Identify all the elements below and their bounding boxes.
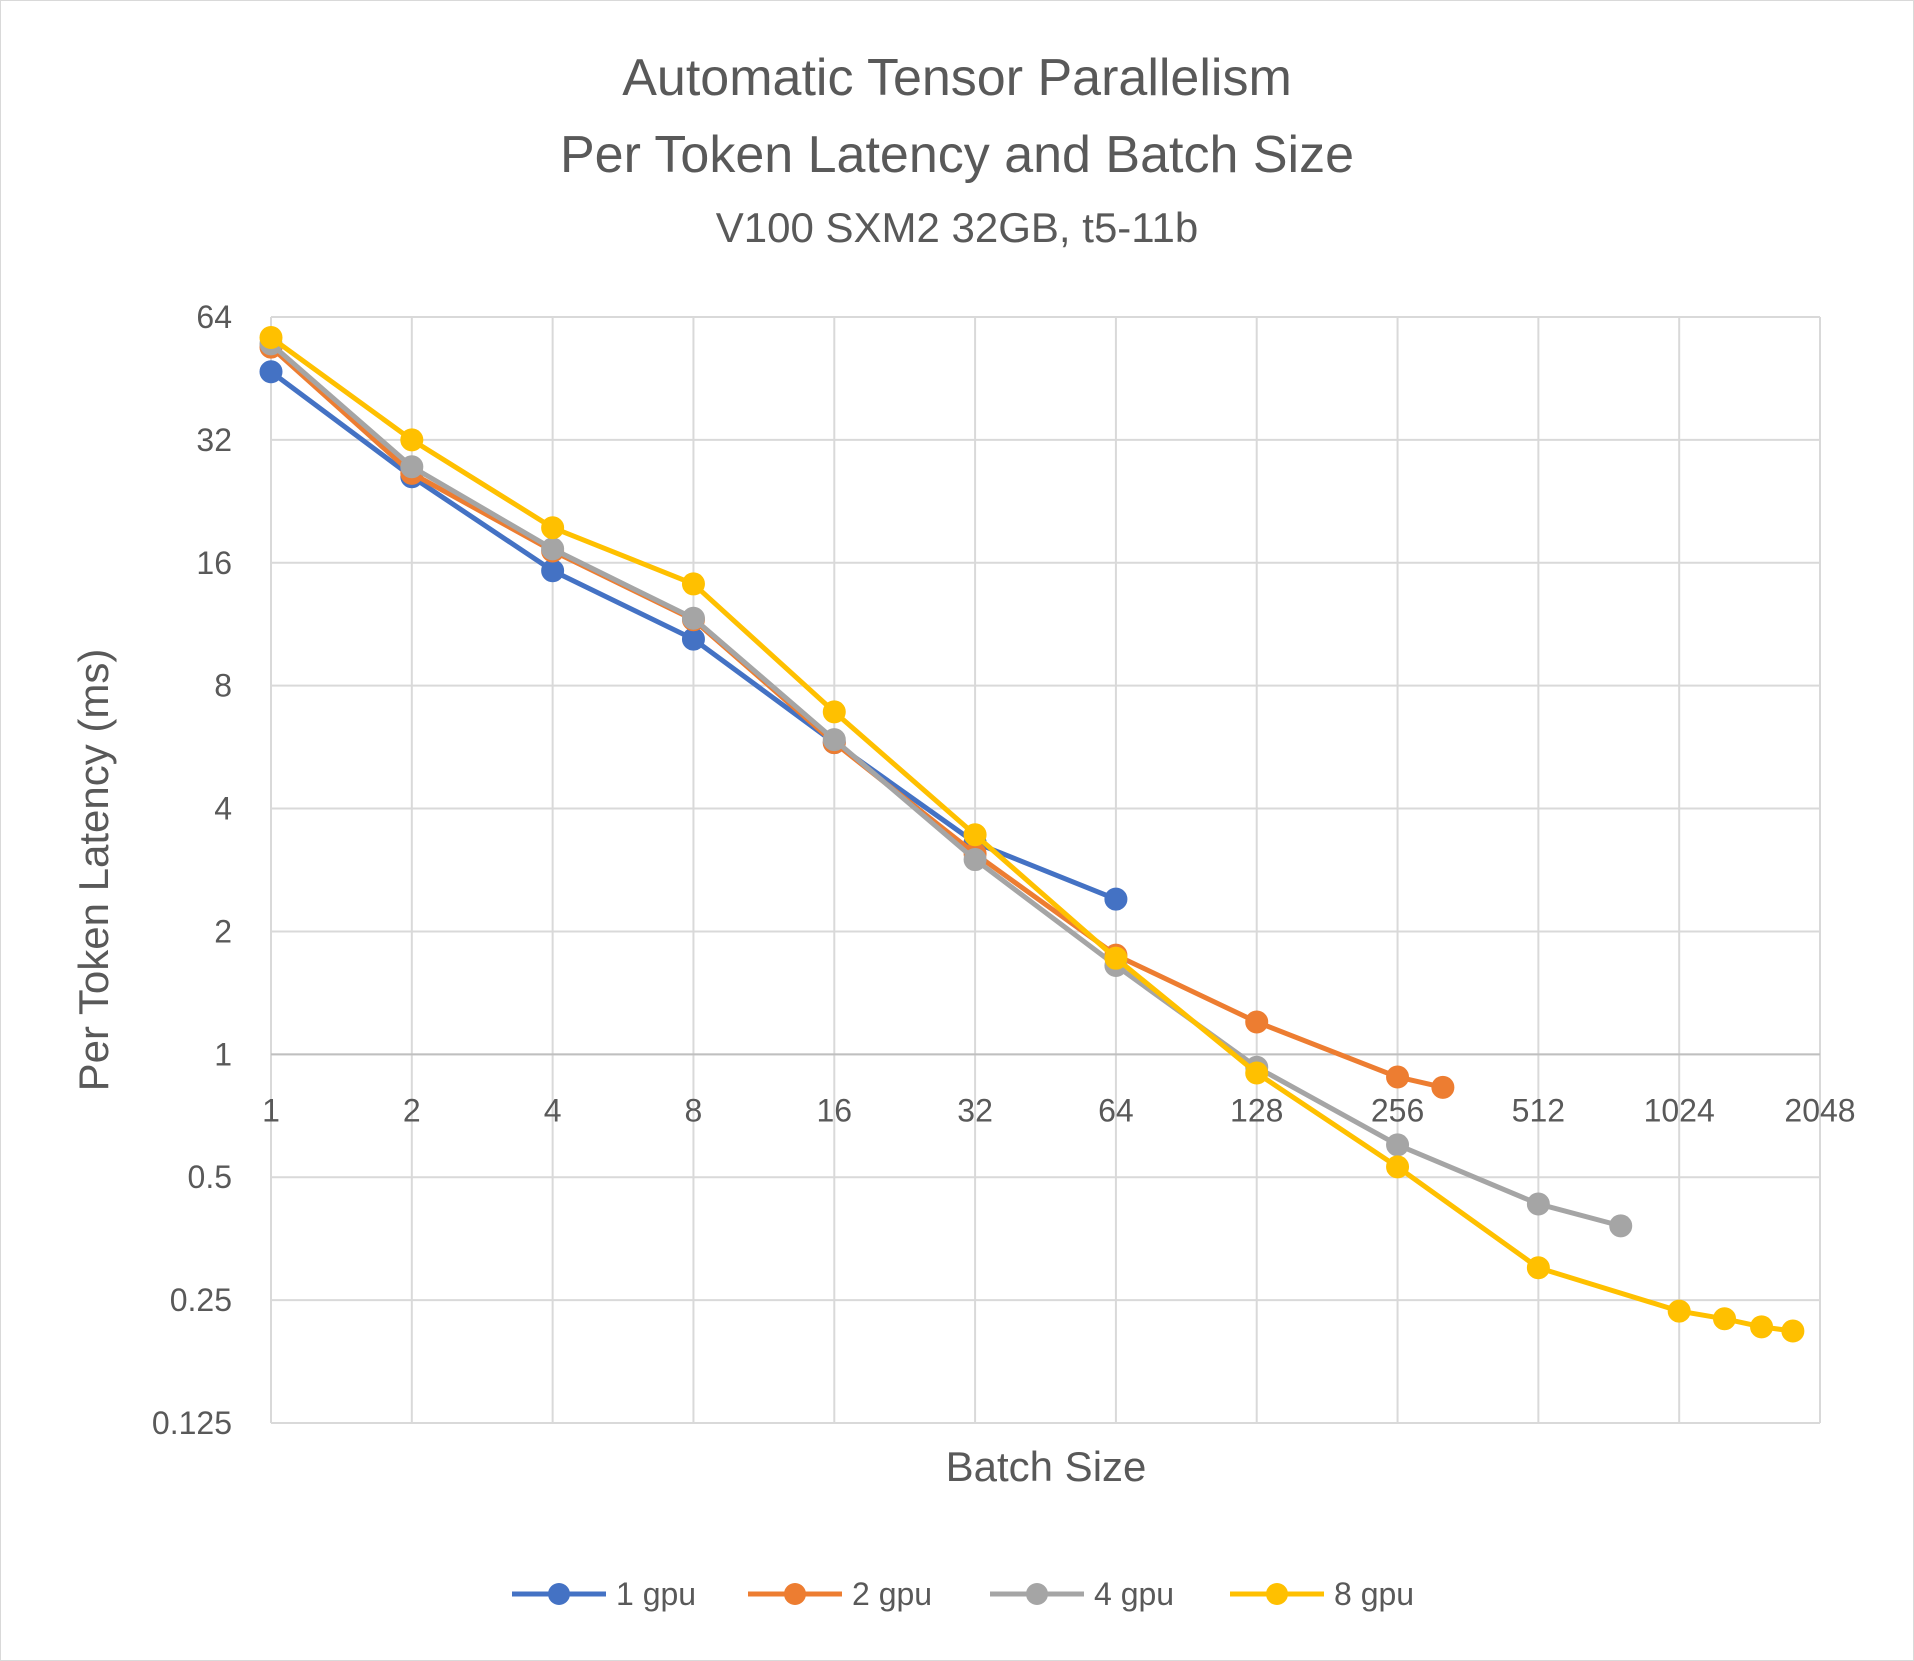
data-point (1386, 1065, 1410, 1089)
data-point (1526, 1256, 1550, 1280)
data-point (1750, 1315, 1774, 1339)
chart-subtitle: Per Token Latency and Batch Size (560, 126, 1354, 184)
data-point (1245, 1061, 1269, 1085)
data-point (1781, 1319, 1805, 1343)
data-point (259, 360, 283, 384)
x-tick-label: 32 (957, 1092, 993, 1128)
data-point (1431, 1075, 1455, 1099)
data-point (541, 537, 565, 561)
series-4 (259, 326, 1805, 1343)
chart-title: Automatic Tensor Parallelism (622, 49, 1292, 107)
data-point (1713, 1307, 1737, 1331)
legend: 1 gpu 2 gpu 4 gpu 8 gpu (512, 1576, 1414, 1612)
y-tick-label: 4 (214, 791, 232, 827)
data-point (963, 823, 987, 847)
legend-label: 4 gpu (1094, 1576, 1174, 1612)
x-tick-label: 4 (544, 1092, 562, 1128)
data-point (1245, 1010, 1269, 1034)
x-tick-label: 2048 (1784, 1092, 1855, 1128)
y-tick-label: 8 (214, 668, 232, 704)
data-point (1667, 1299, 1691, 1323)
legend-item: 8 gpu (1230, 1576, 1414, 1612)
x-axis-title: Batch Size (946, 1443, 1147, 1490)
data-point (681, 606, 705, 630)
y-tick-label: 16 (196, 545, 232, 581)
y-axis-title: Per Token Latency (ms) (70, 649, 117, 1092)
x-tick-label: 64 (1098, 1092, 1134, 1128)
data-point (1386, 1133, 1410, 1157)
y-tick-label: 1 (214, 1036, 232, 1072)
legend-item: 1 gpu (512, 1576, 696, 1612)
series-line (268, 335, 1796, 1334)
y-tick-label: 0.125 (152, 1405, 232, 1441)
series-3 (259, 332, 1633, 1238)
x-tick-label: 1 (262, 1092, 280, 1128)
legend-marker (1266, 1583, 1288, 1605)
data-point (681, 627, 705, 651)
y-tick-label: 0.5 (188, 1159, 232, 1195)
legend-item: 2 gpu (748, 1576, 932, 1612)
x-tick-label: 128 (1230, 1092, 1283, 1128)
data-point (822, 728, 846, 752)
legend-marker (1026, 1583, 1048, 1605)
x-tick-label: 512 (1512, 1092, 1565, 1128)
legend-marker (784, 1583, 806, 1605)
data-point (541, 559, 565, 583)
x-tick-label: 1024 (1644, 1092, 1715, 1128)
data-point (541, 516, 565, 540)
y-tick-label: 32 (196, 422, 232, 458)
series-2 (259, 335, 1455, 1099)
data-point (400, 428, 424, 452)
y-tick-label: 0.25 (170, 1282, 232, 1318)
data-point (963, 848, 987, 872)
legend-marker (548, 1583, 570, 1605)
x-tick-label: 256 (1371, 1092, 1424, 1128)
data-point (681, 572, 705, 596)
x-tick-label: 8 (685, 1092, 703, 1128)
data-point (259, 326, 283, 350)
data-point (1104, 946, 1128, 970)
axes: 64 32 16 8 4 2 1 0.5 0.25 0.125 1 2 4 8 16 32 64 128 256 51… (152, 299, 1856, 1441)
legend-item: 4 gpu (990, 1576, 1174, 1612)
x-tick-label: 2 (403, 1092, 421, 1128)
data-point (822, 700, 846, 724)
data-point (1386, 1155, 1410, 1179)
x-tick-label: 16 (816, 1092, 852, 1128)
series-line (268, 344, 1446, 1090)
y-tick-label: 64 (196, 299, 232, 335)
data-point (400, 455, 424, 479)
chart-subtitle-hardware: V100 SXM2 32GB, t5-11b (716, 204, 1199, 251)
legend-label: 1 gpu (616, 1576, 696, 1612)
data-point (1526, 1192, 1550, 1216)
y-tick-label: 2 (214, 913, 232, 949)
legend-label: 2 gpu (852, 1576, 932, 1612)
legend-label: 8 gpu (1334, 1576, 1414, 1612)
series (259, 326, 1805, 1343)
data-point (1609, 1214, 1633, 1238)
data-point (1104, 887, 1128, 911)
